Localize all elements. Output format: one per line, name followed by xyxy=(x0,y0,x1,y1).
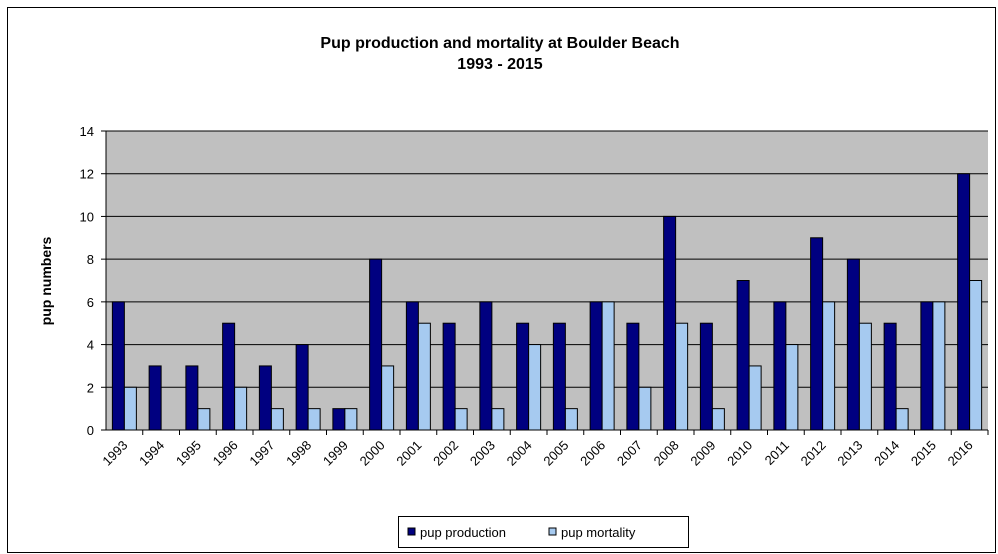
plot-background xyxy=(106,131,988,430)
bar xyxy=(491,408,505,431)
bar xyxy=(589,301,603,431)
y-tick-label: 14 xyxy=(80,124,94,139)
bar xyxy=(405,301,419,431)
bar xyxy=(638,386,652,431)
bar xyxy=(564,408,578,431)
y-tick-label: 0 xyxy=(87,423,94,438)
chart-title: Pup production and mortality at Boulder … xyxy=(320,35,679,52)
bar xyxy=(222,322,236,431)
chart-subtitle: 1993 - 2015 xyxy=(457,56,543,73)
y-tick-label: 2 xyxy=(87,380,94,395)
legend-swatch xyxy=(548,527,557,536)
bar xyxy=(675,322,689,431)
legend-label: pup production xyxy=(420,525,506,540)
bar xyxy=(307,408,321,431)
y-tick-label: 6 xyxy=(87,295,94,310)
bar xyxy=(234,386,248,431)
y-tick-label: 4 xyxy=(87,338,94,353)
bar xyxy=(332,408,346,431)
bar xyxy=(969,280,983,431)
bar xyxy=(295,344,309,431)
bar xyxy=(369,258,383,431)
bar xyxy=(711,408,725,431)
bar xyxy=(920,301,934,431)
bar xyxy=(810,237,824,431)
y-tick-label: 8 xyxy=(87,252,94,267)
bar xyxy=(699,322,713,431)
bar xyxy=(601,301,615,431)
bar xyxy=(185,365,199,431)
bar xyxy=(858,322,872,431)
bar xyxy=(417,322,431,431)
legend-label: pup mortality xyxy=(561,525,636,540)
legend-swatch xyxy=(407,527,416,536)
bar xyxy=(479,301,493,431)
bar xyxy=(197,408,211,431)
bar xyxy=(552,322,566,431)
bar xyxy=(932,301,946,431)
bar xyxy=(957,173,971,431)
bar xyxy=(516,322,530,431)
bar xyxy=(773,301,787,431)
bar xyxy=(626,322,640,431)
bar xyxy=(528,344,542,431)
y-axis-label: pup numbers xyxy=(38,236,54,325)
bar xyxy=(822,301,836,431)
bar xyxy=(381,365,395,431)
bar xyxy=(148,365,162,431)
bar xyxy=(785,344,799,431)
bar xyxy=(846,258,860,431)
legend xyxy=(398,516,689,548)
y-tick-label: 12 xyxy=(80,167,94,182)
bar xyxy=(736,280,750,431)
bar xyxy=(111,301,125,431)
bar xyxy=(258,365,272,431)
bar xyxy=(883,322,897,431)
y-tick-label: 10 xyxy=(80,209,94,224)
bar xyxy=(123,386,137,431)
bar xyxy=(454,408,468,431)
bar xyxy=(344,408,358,431)
bar xyxy=(748,365,762,431)
bar xyxy=(663,215,677,431)
bar xyxy=(442,322,456,431)
bar xyxy=(895,408,909,431)
bar xyxy=(270,408,284,431)
